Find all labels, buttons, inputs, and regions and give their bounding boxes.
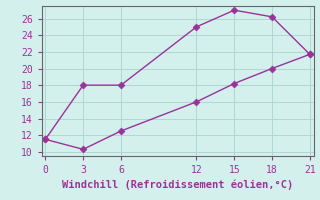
X-axis label: Windchill (Refroidissement éolien,°C): Windchill (Refroidissement éolien,°C) bbox=[62, 179, 293, 190]
